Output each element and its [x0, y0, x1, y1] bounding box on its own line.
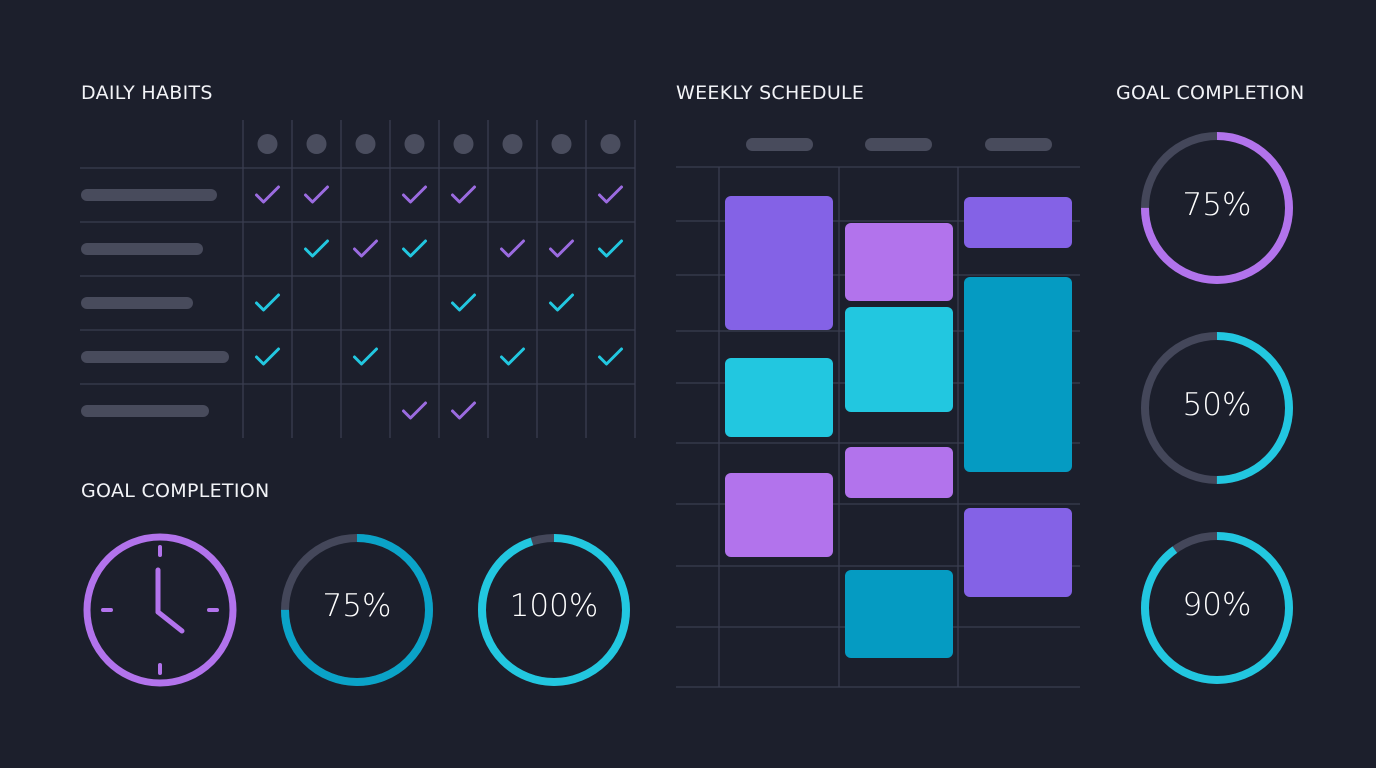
check-icon — [549, 239, 574, 258]
check-icon — [549, 293, 574, 312]
check-icon — [402, 185, 427, 204]
check-icon — [304, 185, 329, 204]
schedule-block — [964, 277, 1072, 472]
schedule-block — [964, 197, 1072, 248]
schedule-block — [845, 447, 953, 498]
habit-label-bar — [81, 405, 209, 417]
goal-ring-label: 90% — [1182, 587, 1252, 623]
schedule-block — [725, 196, 833, 330]
day-header — [865, 138, 932, 151]
check-icon — [598, 347, 623, 366]
habit-label-bar — [81, 243, 203, 255]
goal-completion-title-bottom: GOAL COMPLETION — [81, 480, 270, 502]
goal-ring-100 — [478, 534, 630, 686]
habit-label-bar — [81, 351, 229, 363]
day-header — [746, 138, 813, 151]
check-icon — [353, 239, 378, 258]
check-icon — [598, 239, 623, 258]
habit-label-bar — [81, 297, 193, 309]
day-dot — [502, 134, 523, 154]
ring-progress — [1141, 132, 1293, 284]
check-icon — [304, 239, 329, 258]
check-icon — [451, 401, 476, 420]
clock-icon — [83, 533, 237, 687]
check-icon — [402, 401, 427, 420]
check-icon — [500, 347, 525, 366]
check-icon — [255, 293, 280, 312]
ring-progress — [478, 534, 630, 686]
schedule-block — [845, 223, 953, 301]
daily-habits-title: DAILY HABITS — [81, 82, 213, 104]
schedule-block — [964, 508, 1072, 597]
goal-ring-50 — [1141, 332, 1293, 484]
day-dot — [355, 134, 376, 154]
goal-ring-label: 100% — [509, 588, 599, 624]
day-dot — [600, 134, 621, 154]
habit-label-bar — [81, 189, 217, 201]
goal-ring-75 — [281, 534, 433, 686]
goal-ring-label: 50% — [1182, 387, 1252, 423]
check-icon — [451, 293, 476, 312]
schedule-block — [845, 307, 953, 412]
day-header — [985, 138, 1052, 151]
check-icon — [402, 239, 427, 258]
day-dot — [453, 134, 474, 154]
check-icon — [500, 239, 525, 258]
ring-progress — [281, 534, 433, 686]
day-dot — [257, 134, 278, 154]
check-icon — [451, 185, 476, 204]
check-icon — [353, 347, 378, 366]
day-dot — [551, 134, 572, 154]
schedule-block — [725, 358, 833, 437]
weekly-schedule-title: WEEKLY SCHEDULE — [676, 82, 865, 104]
schedule-block — [845, 570, 953, 658]
check-icon — [598, 185, 623, 204]
goal-ring-75 — [1141, 132, 1293, 284]
goal-ring-label: 75% — [322, 588, 392, 624]
day-dot — [404, 134, 425, 154]
goal-ring-label: 75% — [1182, 187, 1252, 223]
schedule-block — [725, 473, 833, 557]
day-dot — [306, 134, 327, 154]
goal-ring-90 — [1141, 532, 1293, 684]
ring-progress — [1141, 332, 1293, 484]
ring-progress — [1141, 532, 1293, 684]
check-icon — [255, 347, 280, 366]
goal-completion-title-right: GOAL COMPLETION — [1116, 82, 1305, 104]
check-icon — [255, 185, 280, 204]
